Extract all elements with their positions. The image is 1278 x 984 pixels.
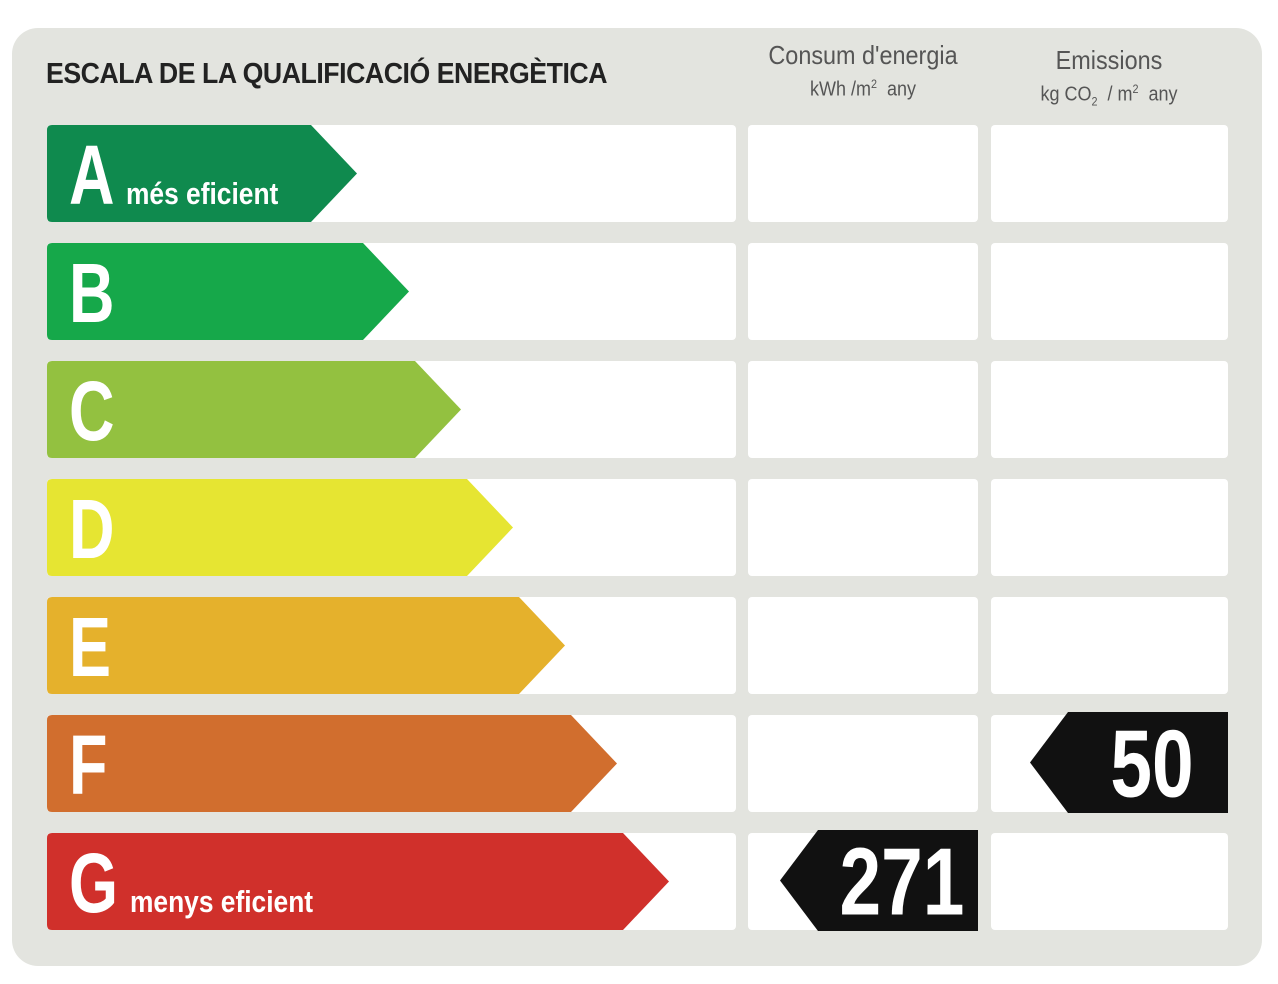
class-label-e: E <box>69 605 125 689</box>
emissions-cell-b <box>991 243 1228 340</box>
class-label-d: D <box>69 487 130 571</box>
consum-cell-f <box>748 715 978 812</box>
emissions-cell-e <box>991 597 1228 694</box>
class-arrow-shape-b <box>47 243 409 340</box>
class-arrow-e <box>47 597 565 694</box>
class-arrow-g <box>47 833 669 930</box>
class-letter-e: E <box>69 600 112 694</box>
emissions-rating-marker: 50 <box>1030 712 1228 813</box>
emissions-rating-marker-value: 50 <box>1110 712 1193 813</box>
class-arrow-shape-g <box>47 833 669 930</box>
emissions-cell-c <box>991 361 1228 458</box>
consum-rating-marker-value: 271 <box>840 830 965 931</box>
consum-cell-e <box>748 597 978 694</box>
emissions-cell-g <box>991 833 1228 930</box>
class-arrow-shape-d <box>47 479 513 576</box>
page-title: ESCALA DE LA QUALIFICACIÓ ENERGÈTICA <box>46 58 608 90</box>
class-arrow-shape-a <box>47 125 357 222</box>
consum-label: Consum d'energia <box>768 40 958 70</box>
class-arrow-c <box>47 361 461 458</box>
class-letter-a: A <box>69 128 115 222</box>
consum-cell-a <box>748 125 978 222</box>
class-arrow-a <box>47 125 357 222</box>
class-arrow-shape-f <box>47 715 617 812</box>
class-letter-d: D <box>69 482 115 576</box>
class-label-c: C <box>69 369 130 453</box>
consum-cell-b <box>748 243 978 340</box>
emissions-label: Emissions <box>1055 45 1163 75</box>
class-description-g: menys eficient <box>130 884 314 919</box>
emissions-unit: kg CO2 / m2 any <box>1040 82 1178 109</box>
class-letter-b: B <box>69 246 115 340</box>
consum-cell-c <box>748 361 978 458</box>
class-label-b: B <box>69 251 130 335</box>
class-letter-g: G <box>69 836 119 930</box>
class-label-f: F <box>69 723 120 807</box>
emissions-column-header: Emissions kg CO2 / m2 any <box>990 45 1228 116</box>
consum-rating-marker: 271 <box>780 830 978 931</box>
consum-rating-marker-shape <box>780 830 978 931</box>
emissions-cell-d <box>991 479 1228 576</box>
class-description-a: més eficient <box>125 176 278 211</box>
class-arrow-b <box>47 243 409 340</box>
class-arrow-f <box>47 715 617 812</box>
class-letter-f: F <box>69 718 108 812</box>
consum-cell-d <box>748 479 978 576</box>
class-arrow-shape-c <box>47 361 461 458</box>
class-letter-c: C <box>69 364 115 458</box>
class-arrow-shape-e <box>47 597 565 694</box>
emissions-rating-marker-shape <box>1030 712 1228 813</box>
consum-column-header: Consum d'energia kWh /m2 any <box>748 40 978 104</box>
emissions-cell-a <box>991 125 1228 222</box>
class-arrow-d <box>47 479 513 576</box>
consum-unit: kWh /m2 any <box>809 77 917 101</box>
